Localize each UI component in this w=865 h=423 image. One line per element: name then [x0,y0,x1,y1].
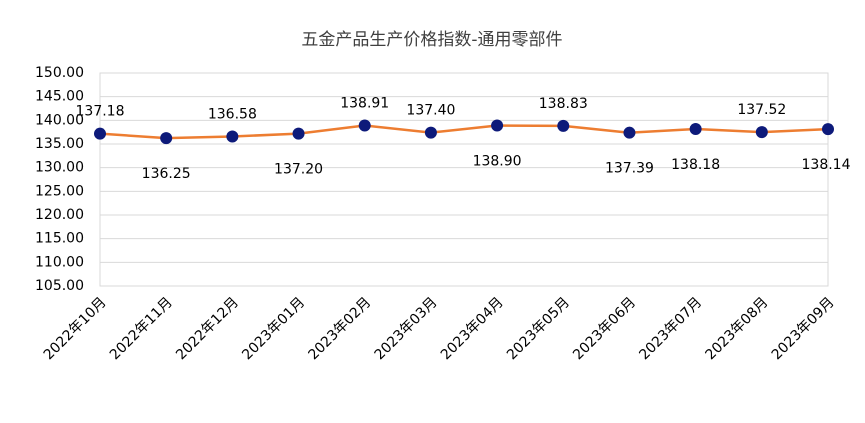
x-tick-label: 2023年04月 [438,294,507,363]
value-label: 137.52 [737,102,786,118]
y-tick-label: 135.00 [35,136,84,152]
x-tick-label: 2023年07月 [636,294,705,363]
x-tick-label: 2023年08月 [703,294,772,363]
marker [94,127,106,140]
y-tick-label: 130.00 [35,160,84,176]
value-label: 136.25 [142,166,191,182]
marker [557,119,570,132]
y-tick-label: 145.00 [35,89,84,105]
x-tick-label: 2022年10月 [41,294,110,363]
marker [424,126,437,139]
x-tick-label: 2023年05月 [504,294,573,363]
y-tick-label: 115.00 [35,231,84,247]
value-label: 137.18 [76,104,125,120]
value-label: 137.40 [406,103,455,119]
x-tick-label: 2023年02月 [305,294,374,363]
value-label: 137.39 [605,161,654,177]
value-label: 138.83 [539,96,588,112]
marker [822,123,834,136]
value-label: 136.58 [208,107,257,123]
line [99,124,829,140]
plot-border [99,72,829,287]
marker [292,127,305,140]
value-label: 138.91 [340,95,389,111]
y-tick-label: 125.00 [35,183,84,199]
value-label: 137.20 [274,162,323,178]
y-tick-label: 105.00 [35,278,84,294]
marker [491,119,504,132]
y-tick-label: 120.00 [35,207,84,223]
x-tick-label: 2022年11月 [107,294,176,363]
value-label: 138.18 [671,157,720,173]
x-tick-label: 2023年01月 [239,294,308,363]
value-label: 138.14 [802,157,851,173]
y-tick-label: 110.00 [35,254,84,270]
x-tick-label: 2023年09月 [769,294,838,363]
marker [623,126,636,139]
x-tick-label: 2023年06月 [570,294,639,363]
y-tick-label: 150.00 [35,65,84,81]
value-label: 138.90 [473,154,522,170]
y-tick-label: 140.00 [35,112,84,128]
marker [358,119,371,132]
x-tick-label: 2022年12月 [173,294,242,363]
marker [226,130,239,143]
marker [160,132,173,145]
chart-title: 五金产品生产价格指数-通用零部件 [301,30,562,50]
x-tick-label: 2023年03月 [372,294,441,363]
marker [689,122,702,135]
marker [755,126,768,139]
